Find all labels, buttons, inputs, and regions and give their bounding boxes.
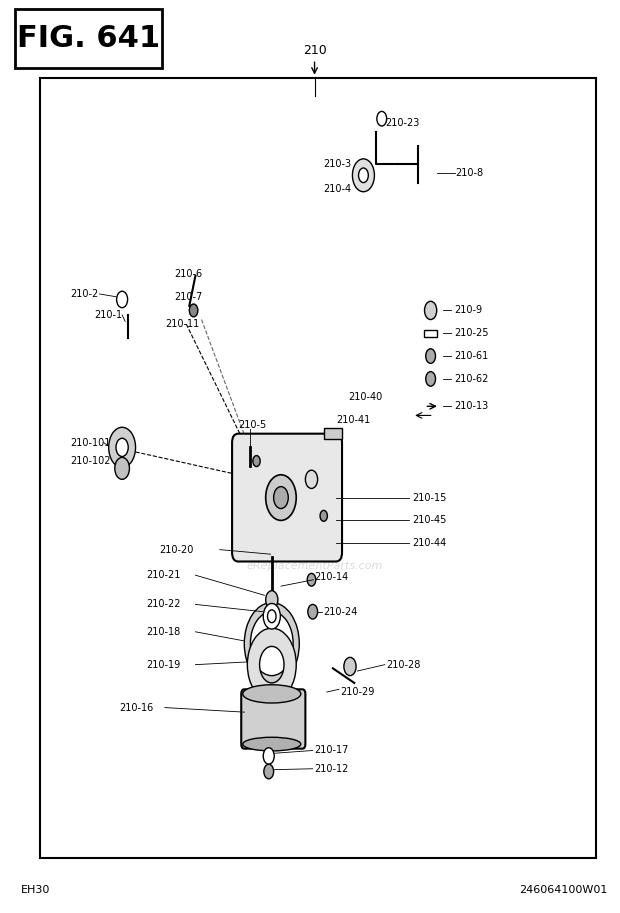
- Text: 210-7: 210-7: [174, 292, 202, 301]
- Circle shape: [253, 456, 260, 467]
- FancyBboxPatch shape: [40, 78, 596, 858]
- Circle shape: [115, 457, 130, 479]
- Circle shape: [308, 604, 317, 619]
- Text: EH30: EH30: [21, 886, 51, 895]
- Circle shape: [264, 764, 273, 779]
- FancyBboxPatch shape: [241, 689, 306, 749]
- Circle shape: [377, 111, 387, 126]
- Text: 210-20: 210-20: [159, 545, 193, 554]
- Circle shape: [273, 487, 288, 509]
- Text: 210-5: 210-5: [238, 420, 267, 429]
- Text: 210-45: 210-45: [412, 516, 446, 525]
- Text: 210-18: 210-18: [146, 627, 181, 636]
- Text: 210-25: 210-25: [454, 329, 489, 338]
- FancyBboxPatch shape: [16, 9, 162, 68]
- Text: eReplacementParts.com: eReplacementParts.com: [246, 561, 383, 571]
- Circle shape: [267, 610, 276, 623]
- Text: 210-6: 210-6: [174, 269, 202, 278]
- Ellipse shape: [243, 685, 301, 703]
- Text: 210-40: 210-40: [348, 393, 383, 402]
- Text: 210-17: 210-17: [314, 746, 349, 755]
- Circle shape: [352, 159, 374, 192]
- Text: 210-3: 210-3: [324, 160, 352, 169]
- Text: 210-16: 210-16: [119, 703, 153, 712]
- Text: 210-2: 210-2: [70, 289, 99, 299]
- Bar: [424, 330, 437, 337]
- Circle shape: [425, 301, 436, 320]
- Circle shape: [266, 591, 278, 609]
- Circle shape: [426, 349, 435, 363]
- Circle shape: [358, 168, 368, 183]
- Text: 210-11: 210-11: [165, 320, 199, 329]
- Text: 210-21: 210-21: [146, 571, 181, 580]
- Circle shape: [344, 657, 356, 676]
- Circle shape: [266, 475, 296, 520]
- Circle shape: [264, 748, 274, 764]
- Text: 210-29: 210-29: [340, 687, 374, 697]
- Text: 210-1: 210-1: [95, 310, 123, 320]
- Circle shape: [320, 510, 327, 521]
- Text: 210-102: 210-102: [70, 456, 111, 466]
- Text: 210-9: 210-9: [454, 306, 482, 315]
- Circle shape: [189, 304, 198, 317]
- Circle shape: [264, 603, 280, 629]
- Text: 210-44: 210-44: [412, 539, 446, 548]
- Text: 210-101: 210-101: [70, 438, 110, 447]
- Text: 210-14: 210-14: [314, 572, 349, 582]
- Text: 210-13: 210-13: [454, 402, 488, 411]
- Text: 210-23: 210-23: [385, 119, 419, 128]
- Text: 210-41: 210-41: [336, 415, 370, 425]
- Text: 210-62: 210-62: [454, 374, 488, 383]
- Circle shape: [108, 427, 136, 467]
- Ellipse shape: [243, 738, 301, 750]
- Text: 210-15: 210-15: [412, 493, 446, 502]
- Text: FIG. 641: FIG. 641: [17, 24, 160, 53]
- Text: 246064100W01: 246064100W01: [520, 886, 608, 895]
- Circle shape: [426, 372, 435, 386]
- Text: 210-19: 210-19: [146, 660, 181, 669]
- FancyBboxPatch shape: [232, 434, 342, 561]
- Bar: [324, 428, 342, 439]
- Text: 210-28: 210-28: [387, 660, 421, 669]
- Circle shape: [116, 438, 128, 456]
- Circle shape: [117, 291, 128, 308]
- Text: 210-22: 210-22: [146, 600, 181, 609]
- Text: 210-12: 210-12: [314, 764, 349, 773]
- Text: 210-61: 210-61: [454, 352, 488, 361]
- Text: 210-8: 210-8: [455, 169, 483, 178]
- Text: 210-24: 210-24: [324, 607, 358, 616]
- Circle shape: [308, 573, 316, 586]
- Circle shape: [306, 470, 317, 488]
- Text: 210-4: 210-4: [324, 184, 352, 194]
- Text: 210: 210: [303, 44, 326, 57]
